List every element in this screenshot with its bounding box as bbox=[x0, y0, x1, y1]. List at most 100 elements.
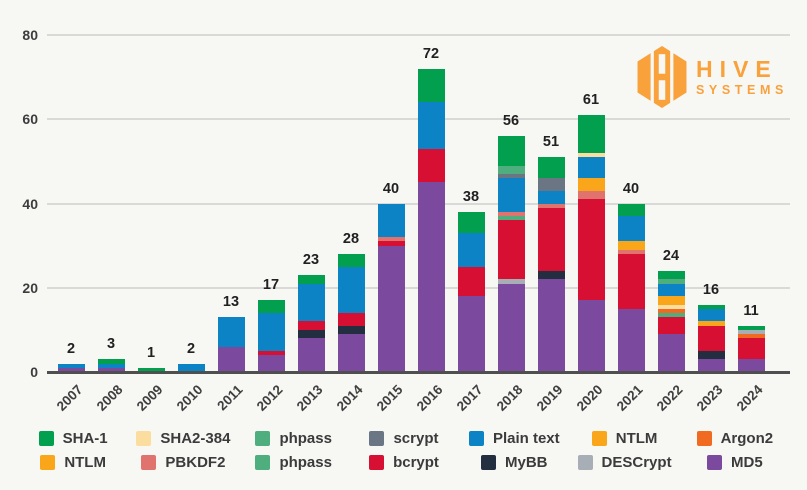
legend-item-plain-text: Plain text bbox=[459, 430, 569, 447]
logo-line-systems: SYSTEMS bbox=[696, 83, 788, 98]
segment-2023-mybb bbox=[697, 350, 725, 360]
segment-2021-pbkdf2 bbox=[617, 249, 645, 255]
gridline-80 bbox=[47, 34, 790, 36]
total-label-2018: 56 bbox=[502, 113, 520, 130]
segment-2015-pbkdf2 bbox=[377, 237, 405, 242]
segment-2021-ntlm bbox=[617, 241, 645, 250]
segment-2022-md5 bbox=[657, 334, 685, 372]
bar-2009 bbox=[137, 0, 165, 372]
segment-2010-plain-text bbox=[177, 363, 205, 372]
total-label-2020: 61 bbox=[582, 92, 600, 109]
segment-2012-bcrypt bbox=[257, 350, 285, 356]
total-label-2014: 28 bbox=[342, 231, 360, 248]
segment-2019-mybb bbox=[537, 270, 565, 280]
bar-2011 bbox=[217, 0, 245, 372]
legend-label: MD5 bbox=[731, 454, 763, 471]
legend-swatch-sha-1 bbox=[38, 431, 54, 446]
total-label-2007: 2 bbox=[66, 340, 76, 357]
legend-item-pbkdf2: PBKDF2 bbox=[128, 454, 238, 471]
legend-swatch-scrypt bbox=[369, 431, 385, 446]
legend-label: MyBB bbox=[505, 454, 548, 471]
segment-2017-sha-1 bbox=[457, 211, 485, 233]
segment-2016-bcrypt bbox=[417, 148, 445, 183]
segment-2017-bcrypt bbox=[457, 266, 485, 297]
segment-2018-phpass bbox=[497, 165, 525, 175]
segment-2019-md5 bbox=[537, 279, 565, 372]
segment-2019-scrypt bbox=[537, 178, 565, 191]
bar-2017 bbox=[457, 0, 485, 372]
total-label-2010: 2 bbox=[186, 340, 196, 357]
legend-item-bcrypt: bcrypt bbox=[349, 454, 459, 471]
legend-swatch-phpass bbox=[255, 431, 271, 446]
segment-2020-ntlm bbox=[577, 178, 605, 191]
segment-2018-descrypt bbox=[497, 279, 525, 284]
segment-2013-plain-text bbox=[297, 283, 325, 322]
legend-item-phpass: phpass bbox=[239, 454, 349, 471]
legend-label: NTLM bbox=[615, 430, 658, 447]
total-label-2011: 13 bbox=[222, 294, 240, 311]
segment-2021-bcrypt bbox=[617, 254, 645, 309]
legend-item-md5: MD5 bbox=[680, 454, 790, 471]
segment-2016-md5 bbox=[417, 182, 445, 372]
segment-2014-plain-text bbox=[337, 266, 365, 314]
legend-swatch-descrypt bbox=[577, 455, 593, 470]
segment-2014-bcrypt bbox=[337, 313, 365, 326]
segment-2013-mybb bbox=[297, 329, 325, 339]
segment-2018-phpass bbox=[497, 216, 525, 221]
segment-2008-sha-1 bbox=[97, 359, 125, 364]
segment-2022-sha-1 bbox=[657, 270, 685, 280]
segment-2009-sha-1 bbox=[137, 367, 165, 372]
x-axis-line bbox=[47, 370, 790, 374]
logo-line-hive: HIVE bbox=[696, 55, 778, 82]
segment-2021-sha-1 bbox=[617, 203, 645, 217]
segment-2024-descrypt bbox=[737, 329, 765, 335]
segment-2022-argon2 bbox=[657, 308, 685, 314]
segment-2024-md5 bbox=[737, 359, 765, 372]
segment-2019-pbkdf2 bbox=[537, 203, 565, 208]
y-tick-label-60: 60 bbox=[22, 111, 38, 128]
legend-item-argon2: Argon2 bbox=[680, 430, 790, 447]
legend-swatch-argon2 bbox=[696, 431, 712, 446]
segment-2016-plain-text bbox=[417, 102, 445, 149]
segment-2017-md5 bbox=[457, 296, 485, 372]
segment-2011-plain-text bbox=[217, 317, 245, 347]
legend-swatch-plain-text bbox=[468, 431, 484, 446]
legend-swatch-md5 bbox=[707, 455, 722, 470]
segment-2018-plain-text bbox=[497, 178, 525, 212]
legend-label: scrypt bbox=[393, 430, 439, 447]
segment-2016-sha-1 bbox=[417, 68, 445, 103]
total-label-2009: 1 bbox=[146, 344, 156, 361]
bar-2008 bbox=[97, 0, 125, 372]
segment-2020-bcrypt bbox=[577, 199, 605, 301]
segment-2012-sha-1 bbox=[257, 300, 285, 314]
total-label-2012: 17 bbox=[262, 277, 280, 294]
legend-label: SHA-1 bbox=[62, 430, 108, 447]
segment-2020-plain-text bbox=[577, 157, 605, 179]
segment-2022-plain-text bbox=[657, 283, 685, 297]
legend-label: phpass bbox=[279, 454, 332, 471]
segment-2018-md5 bbox=[497, 283, 525, 372]
segment-2020-pbkdf2 bbox=[577, 190, 605, 200]
segment-2020-md5 bbox=[577, 300, 605, 372]
legend-item-phpass: phpass bbox=[239, 430, 349, 447]
segment-2013-sha-1 bbox=[297, 275, 325, 284]
segment-2023-md5 bbox=[697, 359, 725, 372]
segment-2008-md5 bbox=[97, 367, 125, 372]
legend-item-ntlm: NTLM bbox=[569, 430, 679, 447]
bar-2012 bbox=[257, 0, 285, 372]
legend-item-ntlm: NTLM bbox=[18, 454, 128, 471]
segment-2012-plain-text bbox=[257, 313, 285, 351]
total-label-2013: 23 bbox=[302, 252, 320, 269]
bar-2019 bbox=[537, 0, 565, 372]
legend-label: phpass bbox=[279, 430, 332, 447]
legend-swatch-ntlm bbox=[591, 431, 607, 446]
segment-2012-md5 bbox=[257, 355, 285, 372]
legend-swatch-mybb bbox=[481, 455, 497, 470]
segment-2023-plain-text bbox=[697, 308, 725, 322]
total-label-2016: 72 bbox=[422, 45, 440, 62]
segment-2019-plain-text bbox=[537, 190, 565, 204]
total-label-2024: 11 bbox=[743, 302, 759, 319]
total-label-2021: 40 bbox=[622, 180, 640, 197]
logo-wordmark: HIVE SYSTEMS bbox=[696, 56, 788, 99]
legend-item-descrypt: DESCrypt bbox=[569, 454, 679, 471]
